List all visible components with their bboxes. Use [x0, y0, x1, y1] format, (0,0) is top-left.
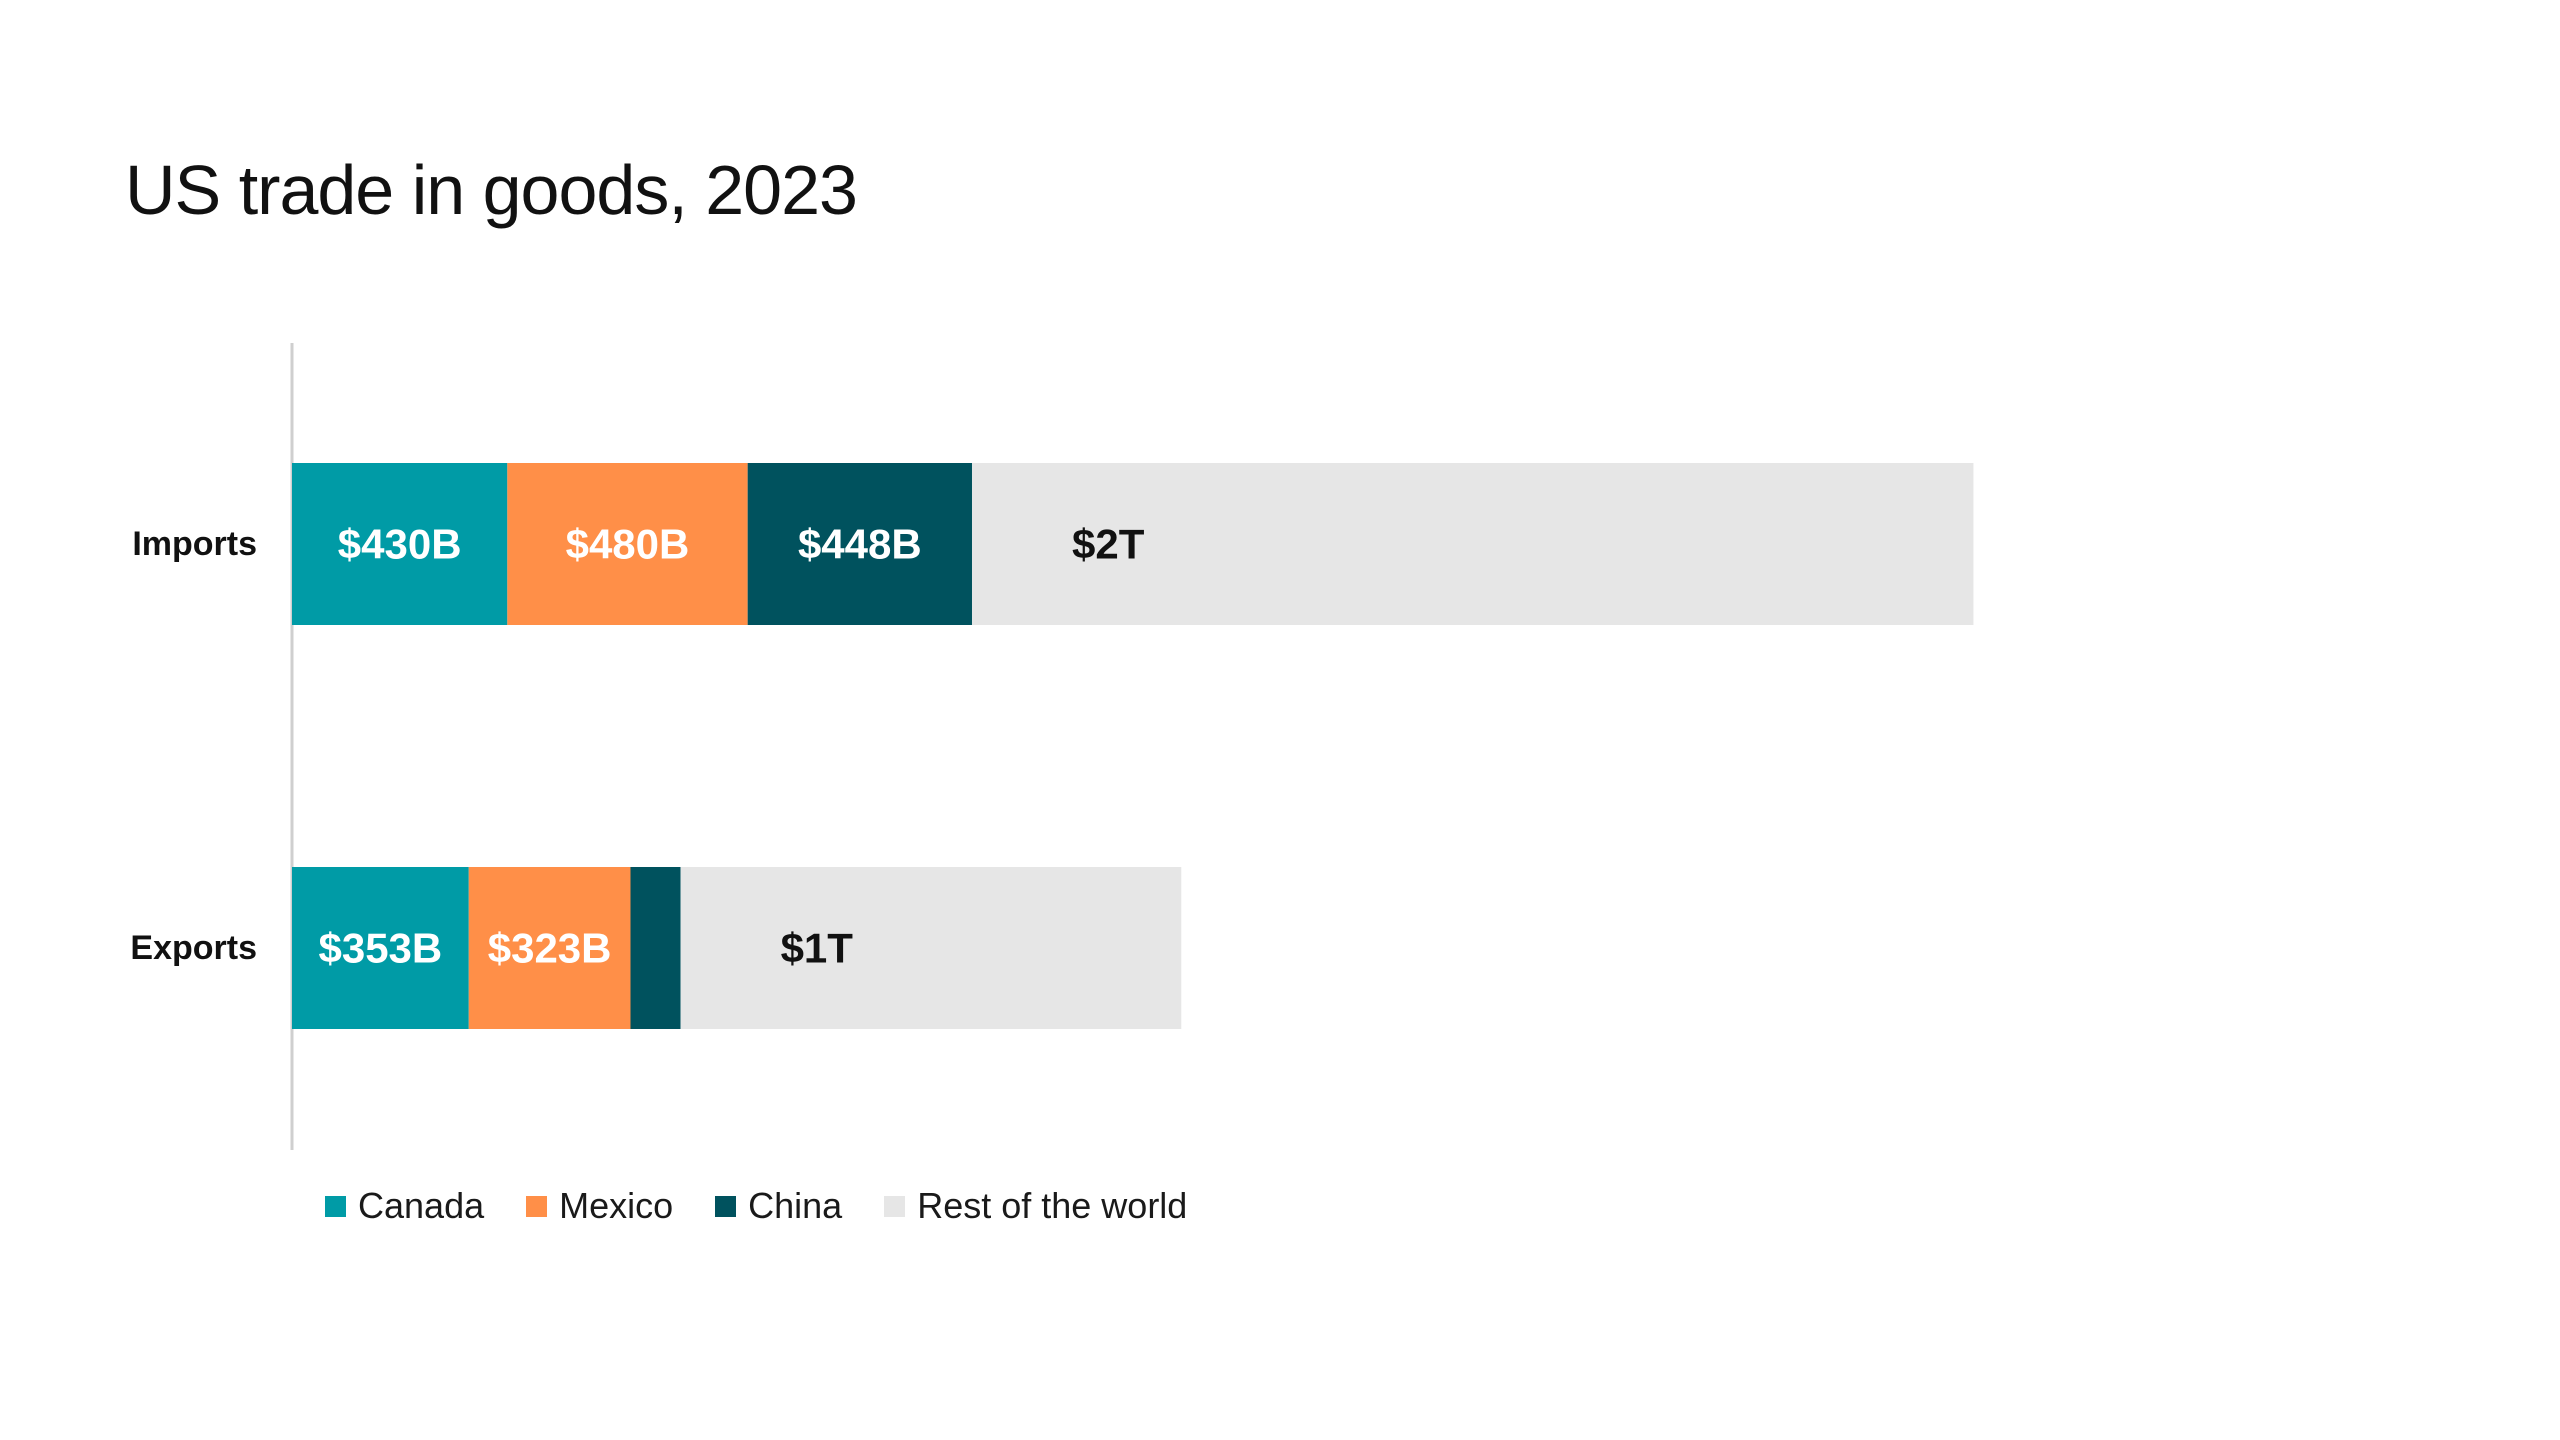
bar-exports-mexico — [468, 867, 631, 1029]
bar-imports-mexico — [507, 463, 748, 625]
bar-exports-canada — [292, 867, 469, 1029]
bar-imports-rest-of-the-world — [971, 463, 1974, 625]
legend-label-china: China — [748, 1185, 843, 1226]
legend-swatch-mexico — [526, 1195, 548, 1217]
category-label-imports: Imports — [132, 525, 257, 563]
category-label-exports: Exports — [130, 929, 257, 967]
chart-title: US trade in goods, 2023 — [125, 151, 858, 229]
legend-item-canada: Canada — [325, 1185, 484, 1227]
legend-item-mexico: Mexico — [526, 1185, 673, 1227]
chart-legend: Canada Mexico China Rest of the world — [325, 1185, 1187, 1227]
data-label-imports-rest-of-the-world: $2T — [1072, 521, 1145, 568]
bar-imports-china — [747, 463, 972, 625]
data-label-imports-mexico: $480B — [566, 521, 690, 568]
legend-swatch-rest-of-the-world — [884, 1195, 906, 1217]
legend-swatch-china — [715, 1195, 737, 1217]
legend-label-mexico: Mexico — [559, 1185, 674, 1226]
data-label-imports-canada: $430B — [338, 521, 462, 568]
legend-label-canada: Canada — [358, 1185, 485, 1226]
legend-item-rest-of-the-world: Rest of the world — [884, 1185, 1187, 1227]
data-label-exports-canada: $353B — [318, 925, 442, 972]
data-label-exports-mexico: $323B — [488, 925, 612, 972]
bar-imports-canada — [292, 463, 508, 625]
legend-label-rest-of-the-world: Rest of the world — [917, 1185, 1188, 1226]
legend-swatch-canada — [325, 1195, 346, 1217]
bar-exports-china — [630, 867, 681, 1029]
bar-exports-rest-of-the-world — [680, 867, 1182, 1029]
legend-item-china: China — [715, 1185, 842, 1227]
data-label-imports-china: $448B — [798, 521, 922, 568]
data-label-exports-rest-of-the-world: $1T — [781, 925, 854, 972]
